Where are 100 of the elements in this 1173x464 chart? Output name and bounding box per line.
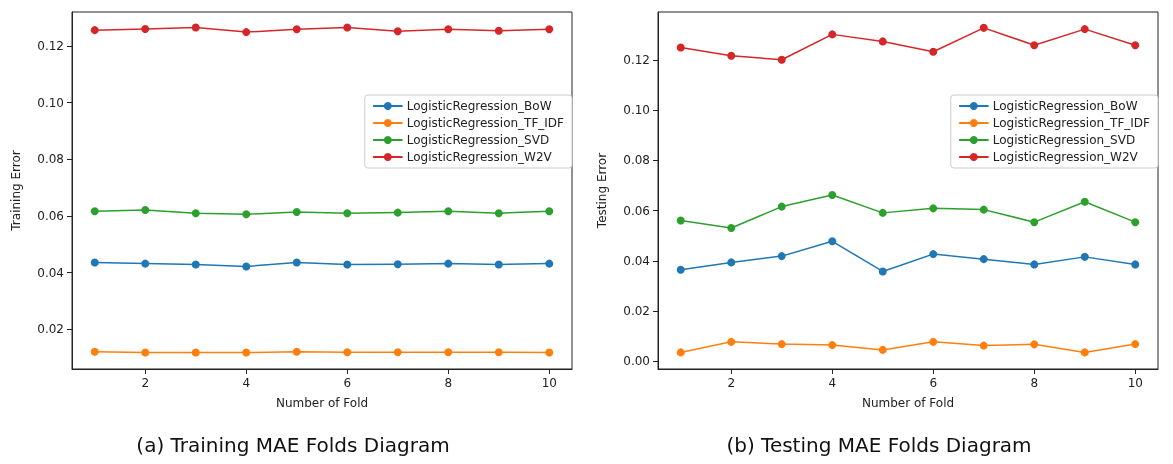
point	[828, 191, 837, 200]
point	[393, 348, 402, 357]
x-axis-title: Number of Fold	[275, 396, 369, 410]
point	[444, 207, 453, 216]
point	[343, 348, 352, 357]
point	[1030, 260, 1039, 269]
point	[292, 25, 301, 34]
point	[777, 55, 786, 64]
y-tick-label: 0.02	[37, 322, 64, 337]
point	[1080, 348, 1089, 357]
y-tick-label: 0.04	[37, 265, 64, 280]
point	[1080, 25, 1089, 34]
legend-label: LogisticRegression_SVD	[406, 133, 550, 147]
point	[393, 27, 402, 36]
y-tick-label: 0.12	[623, 52, 650, 67]
point	[929, 250, 938, 259]
point	[828, 341, 837, 350]
point	[444, 25, 453, 34]
point	[979, 205, 988, 214]
y-tick-label: 0.06	[37, 209, 64, 223]
point	[545, 348, 554, 357]
point	[929, 47, 938, 56]
point	[777, 202, 786, 211]
y-tick-label: 0.12	[37, 39, 64, 53]
point	[1030, 340, 1039, 349]
point	[444, 348, 453, 357]
point	[878, 37, 887, 46]
point	[494, 260, 503, 269]
point	[90, 207, 99, 216]
point	[979, 255, 988, 264]
point	[676, 43, 685, 52]
point	[90, 258, 99, 267]
text: (a) Training MAE Folds Diagram	[136, 433, 450, 457]
point	[929, 337, 938, 346]
point	[343, 260, 352, 269]
x-tick-label: 6	[343, 376, 352, 390]
x-tick-label: 10	[541, 376, 557, 390]
legend-label: LogisticRegression_W2V	[406, 150, 553, 164]
point	[242, 262, 251, 271]
legend-label: LogisticRegression_TF_IDF	[406, 116, 565, 130]
y-tick-label: 0.10	[37, 95, 64, 110]
point	[1131, 41, 1140, 50]
point	[242, 348, 251, 357]
point	[292, 258, 301, 267]
legend-label: LogisticRegression_BoW	[992, 99, 1138, 113]
point	[878, 208, 887, 217]
point	[191, 209, 200, 218]
point	[727, 51, 736, 60]
legend-label: LogisticRegression_TF_IDF	[992, 116, 1151, 130]
x-tick-label: 4	[828, 376, 837, 390]
point	[676, 216, 685, 225]
point	[141, 25, 150, 33]
point	[1131, 260, 1140, 269]
y-tick-label: 0.00	[623, 354, 650, 369]
legend-label: LogisticRegression_BoW	[406, 99, 552, 113]
point	[878, 345, 887, 354]
point	[727, 223, 736, 232]
y-tick-label: 0.10	[623, 103, 650, 118]
text: (b) Testing MAE Folds Diagram	[726, 433, 1032, 457]
x-tick-label: 8	[444, 376, 453, 390]
x-tick-label: 2	[141, 376, 150, 390]
point	[1080, 252, 1089, 261]
x-tick-label: 6	[929, 376, 938, 390]
point	[90, 347, 99, 356]
point	[494, 26, 503, 35]
point	[1030, 41, 1039, 50]
point	[1080, 197, 1089, 206]
point	[393, 208, 402, 217]
point	[979, 341, 988, 350]
legend-label: LogisticRegression_W2V	[992, 150, 1139, 164]
legend-label: LogisticRegression_SVD	[992, 133, 1136, 147]
y-tick-label: 0.08	[623, 153, 650, 168]
point	[1030, 218, 1039, 227]
point	[141, 259, 150, 268]
point	[242, 28, 251, 37]
point	[878, 267, 887, 276]
x-tick-label: 4	[242, 376, 251, 390]
y-axis-title: Training Error	[9, 150, 23, 232]
point	[393, 260, 402, 269]
point	[545, 25, 554, 34]
point	[545, 207, 554, 216]
x-tick-label: 8	[1030, 376, 1039, 390]
point	[727, 258, 736, 267]
point	[727, 337, 736, 346]
point	[1131, 218, 1140, 227]
y-tick-label: 0.04	[623, 253, 650, 268]
point	[929, 204, 938, 213]
point	[141, 348, 150, 357]
point	[777, 252, 786, 261]
y-axis-title: Testing Error	[595, 152, 609, 230]
point	[828, 30, 837, 39]
point	[292, 208, 301, 217]
point	[676, 348, 685, 357]
point	[343, 23, 352, 32]
point	[828, 237, 837, 246]
point	[444, 259, 453, 268]
point	[545, 259, 554, 268]
point	[141, 206, 150, 215]
x-tick-label: 10	[1127, 376, 1143, 390]
point	[191, 348, 200, 357]
